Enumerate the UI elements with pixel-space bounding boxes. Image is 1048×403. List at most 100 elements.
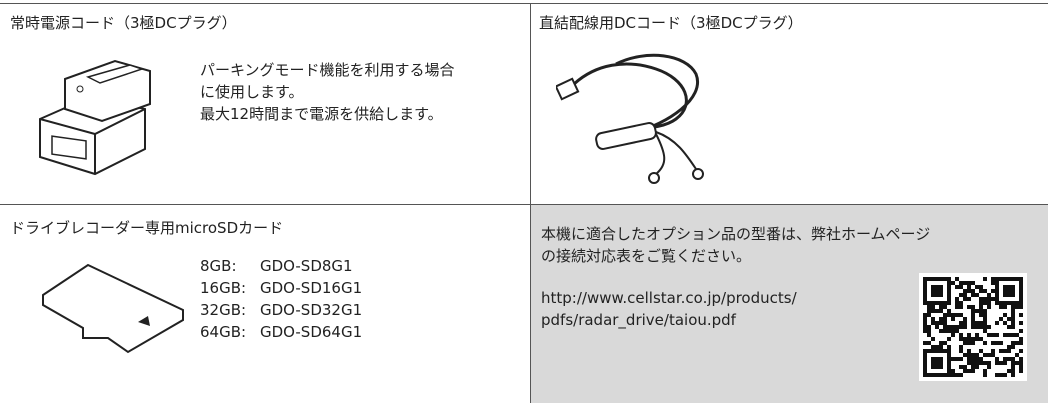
qr-module <box>955 301 959 305</box>
qr-module <box>931 345 935 349</box>
qr-module <box>923 313 927 317</box>
qr-module <box>975 285 979 289</box>
qr-module <box>923 317 927 321</box>
qr-module <box>947 369 951 373</box>
qr-module <box>1015 341 1019 345</box>
qr-module <box>983 309 987 313</box>
qr-module <box>995 293 999 297</box>
qr-module <box>991 281 995 285</box>
qr-module <box>1011 345 1015 349</box>
model: GDO-SD64G1 <box>260 323 363 341</box>
qr-module <box>959 321 963 325</box>
qr-module <box>951 313 955 317</box>
qr-module <box>1007 285 1011 289</box>
qr-module <box>947 281 951 285</box>
qr-module <box>971 289 975 293</box>
qr-module <box>971 305 975 309</box>
qr-module <box>979 321 983 325</box>
qr-module <box>923 293 927 297</box>
qr-module <box>999 317 1003 321</box>
qr-module <box>959 349 963 353</box>
qr-module <box>995 281 999 285</box>
cell-title: 常時電源コード（3極DCプラグ） <box>10 14 237 32</box>
qr-module <box>975 293 979 297</box>
qr-module <box>923 369 927 373</box>
qr-module <box>1019 337 1023 341</box>
cell: 常時電源コード（3極DCプラグ） パーキングモード機能を利用する場合 に使用しま… <box>0 3 530 204</box>
qr-module <box>923 341 927 345</box>
qr-module <box>923 285 927 289</box>
card-item: 8GB: GDO-SD8G1 <box>200 255 362 277</box>
qr-module <box>939 373 943 377</box>
qr-module <box>955 329 959 333</box>
qr-module <box>983 353 987 357</box>
qr-module <box>927 341 931 345</box>
qr-module <box>923 329 927 333</box>
qr-module <box>939 285 943 289</box>
qr-module <box>1011 365 1015 369</box>
card-list: 8GB: GDO-SD8G1 16GB: GDO-SD16G1 32GB: GDO-S… <box>200 255 362 343</box>
qr-module <box>983 301 987 305</box>
qr-module <box>971 337 975 341</box>
qr-module <box>987 293 991 297</box>
qr-module <box>931 321 935 325</box>
qr-module <box>987 353 991 357</box>
qr-module <box>1019 329 1023 333</box>
qr-module <box>971 325 975 329</box>
qr-module <box>1003 305 1007 309</box>
qr-module <box>979 285 983 289</box>
qr-module <box>923 289 927 293</box>
qr-module <box>1003 293 1007 297</box>
qr-module <box>923 357 927 361</box>
qr-module <box>943 341 947 345</box>
qr-module <box>1003 373 1007 377</box>
qr-module <box>959 345 963 349</box>
qr-module <box>1007 357 1011 361</box>
qr-module <box>959 293 963 297</box>
qr-module <box>947 329 951 333</box>
qr-module <box>959 301 963 305</box>
qr-module <box>931 361 935 365</box>
qr-module <box>1019 313 1023 317</box>
qr-module <box>935 293 939 297</box>
qr-module <box>1011 313 1015 317</box>
qr-module <box>955 277 959 281</box>
qr-module <box>967 369 971 373</box>
line: pdfs/radar_drive/taiou.pdf <box>541 311 736 329</box>
qr-module <box>951 357 955 361</box>
qr-module <box>927 325 931 329</box>
qr-module <box>979 337 983 341</box>
cell-title: 直結配線用DCコード（3極DCプラグ） <box>539 14 803 32</box>
card-item: 64GB: GDO-SD64G1 <box>200 321 362 343</box>
qr-module <box>975 321 979 325</box>
qr-module <box>931 349 935 353</box>
qr-module <box>1011 361 1015 365</box>
qr-module <box>999 349 1003 353</box>
qr-module <box>947 337 951 341</box>
qr-module <box>947 309 951 313</box>
qr-module <box>931 337 935 341</box>
qr-module <box>947 361 951 365</box>
qr-module <box>939 293 943 297</box>
qr-module <box>927 373 931 377</box>
description: パーキングモード機能を利用する場合 に使用します。 最大12時間まで電源を供給し… <box>200 59 455 125</box>
qr-module <box>967 337 971 341</box>
qr-module <box>923 373 927 377</box>
qr-module <box>971 369 975 373</box>
qr-module <box>967 285 971 289</box>
qr-module <box>1011 317 1015 321</box>
qr-module <box>951 325 955 329</box>
qr-module <box>999 305 1003 309</box>
qr-module <box>959 281 963 285</box>
qr-module <box>943 301 947 305</box>
line: 本機に適合したオプション品の型番は、弊社ホームページ <box>541 225 931 243</box>
qr-module <box>995 285 999 289</box>
qr-module <box>1019 301 1023 305</box>
qr-module <box>935 285 939 289</box>
qr-module <box>1011 325 1015 329</box>
qr-module <box>1007 345 1011 349</box>
model: GDO-SD32G1 <box>260 301 363 319</box>
url: http://www.cellstar.co.jp/products/ pdfs… <box>541 287 797 331</box>
qr-module <box>971 361 975 365</box>
qr-module <box>927 277 931 281</box>
